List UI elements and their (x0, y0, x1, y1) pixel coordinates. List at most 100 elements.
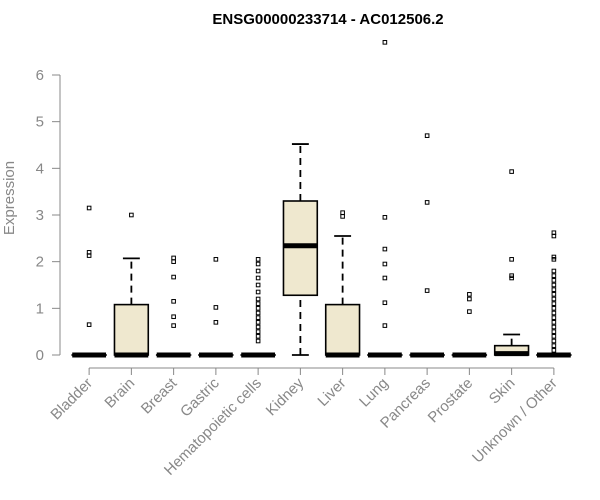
outlier-point (509, 275, 514, 281)
box-group (409, 133, 445, 358)
box-group (324, 210, 361, 358)
box-group (282, 143, 319, 356)
outlier-point (551, 282, 557, 288)
x-tick-label: Liver (314, 375, 349, 410)
outlier-point (382, 246, 388, 252)
outlier-point (255, 282, 261, 288)
outlier-point (551, 334, 557, 339)
outlier-point (255, 329, 261, 334)
outlier-point (340, 214, 345, 219)
outlier-point (551, 257, 557, 262)
y-tick-label: 2 (36, 254, 44, 271)
box-rect (324, 303, 361, 356)
box-group (493, 169, 530, 357)
outlier-point (509, 273, 514, 278)
outlier-point (340, 210, 345, 215)
outlier-point (424, 288, 430, 293)
outlier-point (255, 275, 261, 281)
y-axis: 0 1 2 3 4 5 6 (36, 67, 61, 364)
outlier-point (551, 273, 557, 278)
outlier-point (86, 322, 92, 327)
outlier-point (551, 310, 557, 316)
x-tick-label: Bladder (47, 375, 96, 424)
outlier-point (255, 296, 261, 302)
outlier-point (382, 323, 388, 328)
box-group (536, 230, 572, 358)
outlier-point (129, 212, 134, 218)
outlier-point (467, 309, 472, 314)
outlier-point (424, 133, 430, 138)
outlier-point (551, 287, 557, 292)
outlier-point (171, 323, 176, 328)
outlier-point (171, 299, 176, 304)
y-tick-label: 3 (36, 207, 44, 224)
box-group (71, 205, 107, 358)
x-tick-label: Kidney (263, 374, 308, 419)
y-tick-label: 0 (36, 347, 44, 364)
x-tick-label: Brain (101, 375, 138, 412)
outlier-point (382, 275, 388, 281)
outlier-point (171, 259, 176, 264)
outlier-point (551, 343, 557, 348)
outlier-point (213, 320, 219, 325)
outlier-point (467, 296, 472, 302)
outlier-point (255, 301, 261, 306)
outlier-point (467, 292, 472, 297)
outlier-point (551, 296, 557, 302)
y-tick-label: 1 (36, 300, 44, 317)
outlier-point (171, 274, 176, 280)
y-tick-label: 5 (36, 114, 44, 131)
outlier-point (382, 300, 388, 306)
box-rect (113, 303, 150, 356)
outlier-point (551, 348, 557, 353)
outlier-point (255, 315, 261, 320)
outlier-point (551, 301, 557, 306)
outlier-point (551, 268, 557, 274)
outlier-point (255, 334, 261, 339)
outlier-point (551, 315, 557, 320)
outlier-point (382, 40, 388, 45)
outlier-point (255, 268, 261, 274)
outlier-point (551, 278, 557, 283)
y-tick-label: 4 (36, 160, 44, 177)
box-group (113, 212, 150, 358)
y-axis-label: Expression (1, 161, 18, 235)
outlier-point (551, 320, 557, 325)
x-tick-label: Breast (138, 374, 181, 417)
outlier-point (255, 257, 261, 262)
outlier-point (171, 314, 176, 320)
outlier-point (551, 306, 557, 311)
outlier-point (382, 215, 388, 220)
outlier-point (509, 257, 514, 262)
outlier-point (551, 329, 557, 334)
outlier-point (255, 324, 261, 330)
outlier-point (551, 292, 557, 297)
x-tick-label: Lung (356, 375, 392, 411)
outlier-point (551, 230, 557, 236)
box-group (198, 257, 234, 358)
chart-title: ENSG00000233714 - AC012506.2 (212, 11, 443, 28)
box-group (155, 255, 192, 358)
outlier-point (255, 338, 261, 344)
outlier-point (382, 261, 388, 267)
outlier-point (255, 306, 261, 311)
outlier-point (86, 205, 92, 211)
outlier-point (255, 310, 261, 316)
outlier-point (509, 169, 514, 174)
outlier-point (551, 338, 557, 344)
outlier-point (86, 250, 92, 255)
boxes-group (71, 40, 572, 358)
x-tick-label: Prostate (425, 375, 477, 427)
box-group (367, 40, 403, 358)
x-tick-label: Skin (486, 375, 519, 408)
outlier-point (213, 257, 219, 262)
outlier-point (551, 324, 557, 330)
box-group (240, 257, 276, 358)
outlier-point (255, 261, 261, 267)
outlier-point (255, 320, 261, 325)
y-tick-label: 6 (36, 67, 44, 84)
box-group (451, 292, 488, 358)
outlier-point (424, 200, 430, 205)
